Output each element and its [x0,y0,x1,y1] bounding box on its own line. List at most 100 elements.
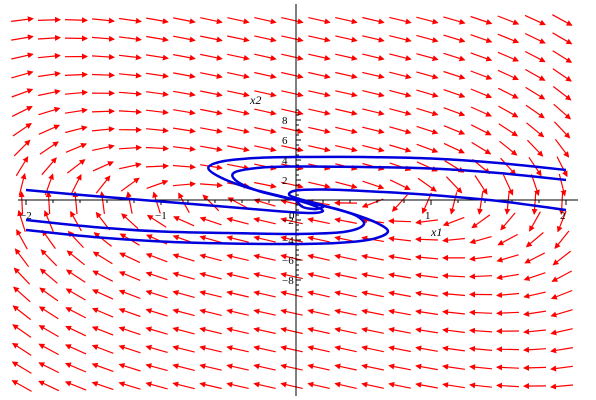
direction-arrow [503,175,512,195]
y-tick-label: 6 [282,135,288,147]
direction-arrow [308,127,329,132]
direction-arrow [389,54,410,59]
direction-arrow [122,214,138,229]
direction-arrow [308,219,330,224]
direction-arrow [254,347,275,352]
direction-arrow [416,72,437,78]
direction-arrow [308,36,329,41]
direction-arrow [200,347,221,352]
direction-arrow [146,346,167,352]
direction-arrow [11,72,32,78]
direction-arrow [39,344,58,354]
direction-arrow [119,164,141,169]
direction-arrow [254,73,275,78]
direction-arrow [557,157,567,177]
direction-arrow [38,73,60,76]
direction-arrow [553,87,570,100]
direction-arrow [39,125,59,134]
direction-arrow [308,146,329,151]
direction-arrow [146,55,168,58]
direction-arrow [93,271,113,281]
direction-arrow [254,237,275,242]
direction-arrow [201,218,222,225]
direction-arrow [146,37,168,41]
direction-arrow [335,311,357,316]
direction-arrow [119,37,141,40]
direction-arrow [554,122,569,138]
direction-arrow [362,18,383,23]
direction-arrow [281,36,302,41]
direction-arrow [254,36,275,41]
direction-arrow [255,200,276,206]
direction-arrow [390,180,410,190]
direction-arrow [551,348,573,352]
direction-arrow [200,255,221,261]
direction-arrow [443,17,464,23]
direction-arrow [174,217,194,226]
direction-arrow [200,109,222,113]
direction-arrow [335,182,356,188]
direction-arrow [11,54,32,59]
direction-arrow [14,287,30,302]
direction-arrow [227,18,248,23]
direction-arrow [499,124,517,136]
direction-arrow [470,312,492,313]
direction-arrow [128,192,132,214]
direction-arrow [443,330,465,333]
direction-arrow [389,127,410,133]
direction-arrow [335,219,357,223]
direction-arrow [446,177,461,193]
direction-arrow [93,309,113,318]
direction-arrow [308,292,329,297]
direction-arrow [173,365,194,370]
direction-arrow [227,237,248,242]
direction-arrow [203,195,219,211]
direction-arrow [200,128,222,132]
direction-arrow [526,87,545,99]
direction-arrow [65,20,87,21]
direction-arrow [417,126,438,133]
direction-arrow [67,270,85,282]
direction-arrow [527,140,542,156]
direction-arrow [38,20,60,21]
direction-arrow [444,217,465,225]
direction-arrow [11,37,33,41]
direction-arrow [470,385,492,387]
direction-arrow [281,347,302,352]
direction-arrow [14,140,30,156]
direction-arrow [120,383,141,389]
direction-arrow [524,292,545,297]
direction-arrow [553,33,572,44]
direction-arrow [416,311,438,314]
direction-arrow [524,349,546,350]
direction-arrow [146,92,168,95]
direction-arrow [14,268,29,284]
x-axis-label: x1 [430,225,442,239]
direction-arrow [534,192,536,214]
direction-arrow [362,311,384,315]
x-tick-label: −1 [155,210,167,222]
direction-arrow [200,384,221,389]
direction-arrow [362,274,384,278]
y-tick-label: 8 [282,115,288,127]
direction-arrow [93,346,114,354]
x-tick-label: 1 [425,210,431,222]
direction-arrow [389,221,411,222]
direction-arrow [416,239,438,240]
direction-arrow [389,366,411,370]
direction-arrow [471,125,491,135]
direction-arrow [200,18,222,23]
direction-arrow [362,36,383,41]
y-tick-label: −2 [282,215,294,227]
direction-arrow [389,347,411,351]
direction-arrow [94,252,113,264]
direction-arrow [13,124,31,136]
direction-arrow [120,253,140,262]
direction-arrow [443,384,465,387]
direction-arrow [146,166,168,167]
direction-arrow [416,293,438,296]
direction-arrow [497,385,519,386]
direction-arrow [38,91,60,96]
direction-arrow [254,274,275,279]
direction-arrow [471,89,491,97]
